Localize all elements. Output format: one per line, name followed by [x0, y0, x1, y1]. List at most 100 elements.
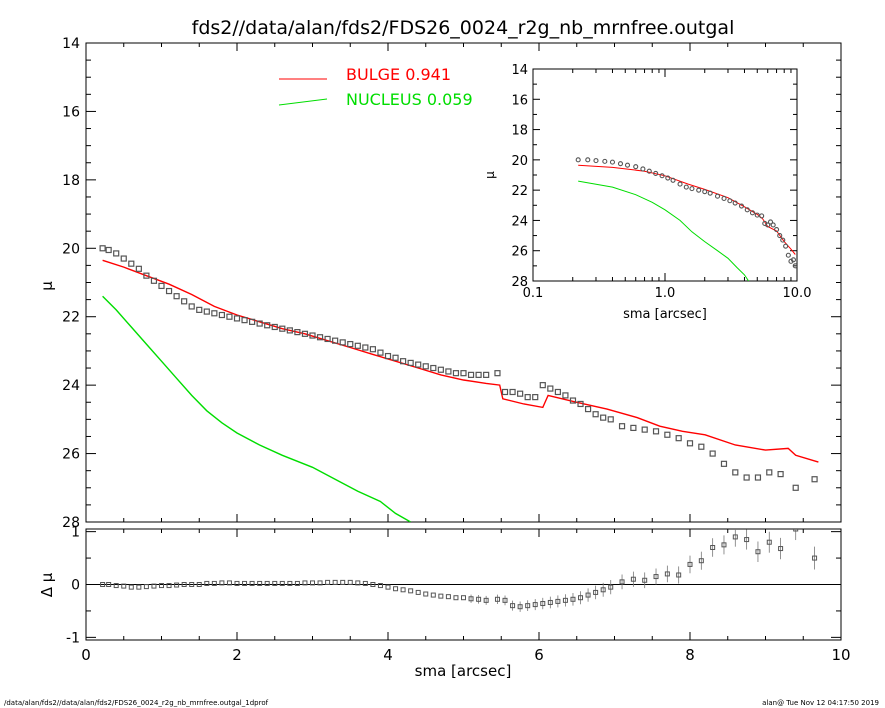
inset-series — [575, 157, 797, 281]
x-tick-label: 10 — [831, 646, 850, 664]
residual-ticks: 0 2 4 6 8 10-101 — [66, 525, 851, 664]
residual-data-point — [778, 546, 784, 552]
main-data-point — [99, 245, 106, 252]
main-data-point — [452, 370, 460, 377]
inset-data-point — [780, 237, 786, 243]
residual-data-point — [196, 582, 202, 587]
residual-data-point — [585, 592, 591, 598]
main-data-point — [188, 303, 195, 310]
residual-data-point — [136, 584, 142, 590]
inset-y-tick-label: 28 — [511, 275, 528, 290]
main-data-point — [218, 311, 225, 319]
legend-nucleus-swatch — [278, 98, 328, 106]
inset-data-point — [689, 186, 695, 192]
residual-data-point — [430, 592, 436, 598]
main-data-point — [279, 325, 286, 332]
residual-data-point — [766, 539, 772, 545]
inset-y-tick-label: 22 — [511, 184, 528, 199]
residual-data-point — [317, 580, 323, 586]
main-data-point — [135, 265, 142, 272]
chart-title: fds2//data/alan/fds2/FDS26_0024_r2g_nb_m… — [192, 17, 735, 39]
residual-data-point — [525, 603, 531, 609]
main-data-point — [211, 310, 218, 317]
main-data-point — [445, 368, 452, 375]
residual-data-point — [687, 561, 693, 567]
main-data-point — [607, 416, 614, 423]
main-data-point — [286, 327, 293, 334]
residual-data-point — [555, 598, 561, 604]
main-data-point — [562, 392, 569, 399]
residual-data-point — [461, 595, 466, 601]
inset-data-point — [677, 181, 683, 187]
residual-y-tick-label: 0 — [71, 578, 80, 594]
residual-data-point — [189, 582, 195, 587]
main-data-point — [339, 339, 346, 346]
inset-y-tick-label: 20 — [511, 154, 528, 169]
x-tick-label: 8 — [685, 646, 695, 664]
residual-data-point — [166, 583, 172, 589]
main-data-point — [415, 361, 422, 368]
residual-data-point — [676, 572, 682, 578]
residual-data-point — [143, 584, 149, 590]
x-tick-label: 2 — [232, 646, 242, 664]
residual-data-point — [242, 580, 248, 586]
inset-background — [474, 60, 836, 310]
inset-data-point — [646, 168, 652, 174]
main-data-point — [569, 397, 577, 404]
inset-data-point — [732, 200, 738, 206]
residual-data-point — [476, 596, 482, 602]
main-data-point — [165, 287, 173, 295]
residual-data-point — [619, 579, 625, 585]
inset-x-tick-label: 10.0 — [783, 286, 812, 301]
residual-data-point — [159, 583, 164, 589]
main-data-point — [422, 363, 429, 370]
inset-data-point — [575, 157, 581, 163]
main-data-point — [158, 282, 165, 290]
legend-bulge-label: BULGE 0.941 — [346, 65, 451, 84]
main-data-point — [264, 322, 271, 329]
residual-data-point — [408, 588, 414, 594]
residual-data-point — [483, 597, 489, 603]
main-y-axis-label: μ — [38, 281, 56, 291]
main-data-point — [709, 450, 716, 457]
residual-data-point — [121, 583, 127, 589]
residual-data-point — [517, 604, 523, 610]
inset-data-point — [653, 170, 659, 177]
main-y-tick-label: 16 — [62, 104, 80, 120]
residual-data-point — [362, 580, 368, 586]
footer-timestamp: alan@ Tue Nov 12 04:17:50 2019 — [762, 699, 879, 707]
residual-data-point — [370, 582, 376, 587]
inset-data-point — [624, 162, 631, 168]
main-data-point — [181, 298, 188, 305]
residual-data-point — [755, 549, 761, 555]
inset-data-point — [770, 222, 776, 228]
main-data-point — [577, 400, 584, 408]
main-data-point — [720, 460, 728, 467]
residual-data-point — [219, 580, 225, 586]
residual-data-point — [608, 584, 614, 590]
residual-data-point — [540, 601, 546, 607]
inset-data-point — [683, 184, 689, 190]
residual-data-point — [698, 558, 704, 564]
main-data-point — [332, 337, 339, 344]
inset-data-point — [702, 189, 708, 195]
inset-data-point — [670, 177, 676, 183]
residual-data-point — [453, 595, 459, 601]
residual-data-point — [445, 594, 451, 600]
residual-data-point — [494, 596, 500, 602]
main-data-point — [524, 394, 531, 401]
main-data-point — [233, 315, 241, 322]
residual-data-point — [332, 579, 338, 585]
residual-data-point — [151, 583, 157, 589]
main-data-point — [226, 313, 233, 320]
residual-data-point — [385, 584, 391, 590]
x-tick-label: 4 — [383, 646, 393, 664]
residual-data-point — [468, 596, 474, 602]
residual-data-point — [600, 587, 606, 593]
inset-data-point — [665, 175, 671, 181]
inset-data-point — [714, 193, 721, 199]
residual-data-point — [710, 545, 716, 550]
residual-data-point — [106, 582, 112, 587]
main-data-point — [128, 260, 135, 267]
